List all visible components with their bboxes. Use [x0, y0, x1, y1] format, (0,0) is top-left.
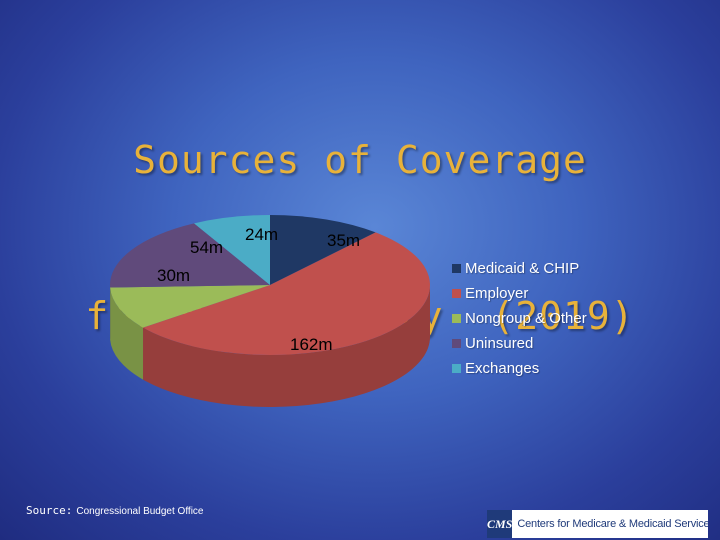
legend-swatch-nongroup-other	[452, 314, 461, 323]
legend-item-medicaid-chip: Medicaid & CHIP	[452, 256, 587, 281]
pie-slice-nongroup-other	[110, 285, 270, 328]
pie-slice-uninsured	[109, 223, 270, 288]
legend-item-employer: Employer	[452, 281, 587, 306]
cms-logo: CMS Centers for Medicare & Medicaid Serv…	[487, 510, 708, 538]
data-label-uninsured: 54m	[190, 238, 223, 257]
pie-slice-employer	[143, 232, 431, 355]
legend-label-employer: Employer	[465, 285, 529, 302]
source-text: Congressional Budget Office	[76, 506, 204, 517]
legend-item-exchanges: Exchanges	[452, 356, 587, 381]
legend-label-nongroup-other: Nongroup & Other	[465, 310, 587, 327]
legend-item-uninsured: Uninsured	[452, 331, 587, 356]
source-label: Source:	[26, 504, 73, 517]
legend-swatch-uninsured	[452, 339, 461, 348]
cms-logo-mark: CMS	[487, 510, 513, 538]
legend-label-uninsured: Uninsured	[465, 335, 534, 352]
pie-side-nongroup-other	[110, 287, 144, 380]
data-label-employer: 162m	[290, 335, 333, 354]
legend-swatch-exchanges	[452, 364, 461, 373]
source-note: Source: Congressional Budget Office	[26, 504, 203, 517]
pie-slice-medicaid-chip	[270, 215, 376, 285]
pie-side-employer	[143, 285, 430, 407]
cms-logo-text: Centers for Medicare & Medicaid Services	[517, 518, 708, 530]
legend-swatch-medicaid-chip	[452, 264, 461, 273]
legend-label-medicaid-chip: Medicaid & CHIP	[465, 260, 580, 277]
legend-label-exchanges: Exchanges	[465, 360, 540, 377]
data-label-nongroup-other: 30m	[157, 266, 190, 285]
chart-legend: Medicaid & CHIP Employer Nongroup & Othe…	[452, 256, 587, 381]
data-label-exchanges: 24m	[245, 225, 278, 244]
pie-slice-exchanges	[194, 215, 270, 285]
chart-title-line-1: Sources of Coverage	[133, 138, 587, 182]
data-label-medicaid-chip: 35m	[327, 231, 360, 250]
legend-item-nongroup-other: Nongroup & Other	[452, 306, 587, 331]
legend-swatch-employer	[452, 289, 461, 298]
